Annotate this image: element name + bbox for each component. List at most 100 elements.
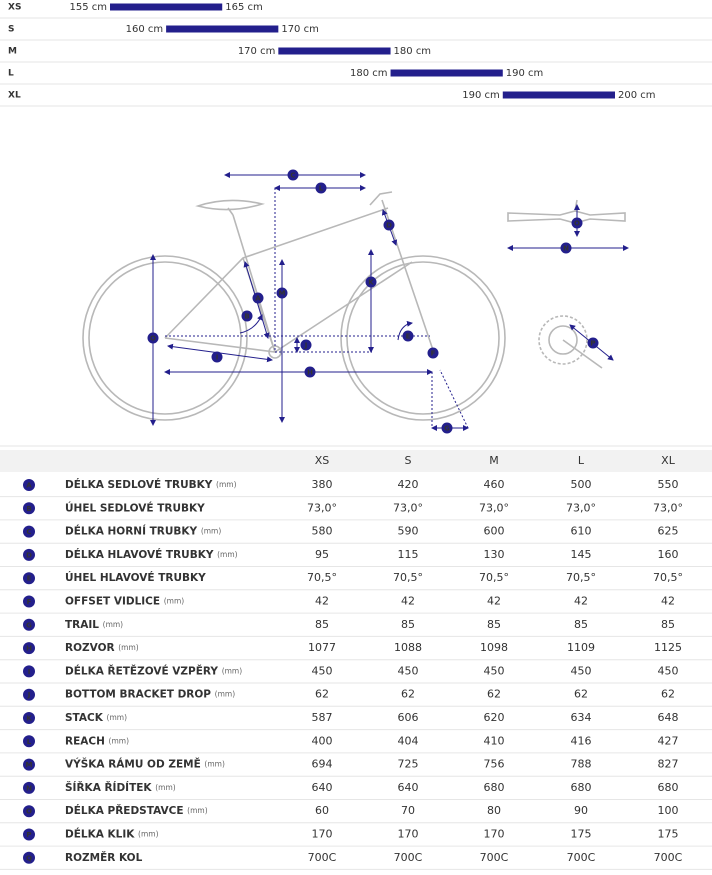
cell-value: 145	[571, 548, 592, 561]
cell-value: 170	[398, 828, 419, 841]
cell-value: 725	[398, 758, 419, 771]
cell-value: 70,5°	[479, 571, 509, 584]
range-min-label: 180 cm	[350, 68, 388, 79]
cell-value: 42	[661, 595, 675, 608]
cell-value: 550	[658, 478, 679, 491]
cell-value: 427	[658, 734, 679, 747]
row-unit: (mm)	[216, 480, 237, 489]
cell-value: 700C	[480, 851, 509, 864]
cell-value: 175	[571, 828, 592, 841]
row-name-text: ROZVOR	[65, 642, 115, 654]
row-name: DÉLKA SEDLOVÉ TRUBKY (mm)	[65, 478, 237, 491]
diagram-letter: K	[368, 279, 374, 287]
cell-value: 62	[315, 688, 329, 701]
row-name-text: VÝŠKA RÁMU OD ZEMĚ	[65, 758, 201, 771]
diagram-letter: O	[574, 220, 580, 228]
row-unit: (mm)	[187, 806, 208, 815]
row-letter: D	[26, 551, 32, 559]
row-badge	[23, 572, 35, 585]
row-badge	[23, 618, 35, 631]
row-name: DÉLKA HLAVOVÉ TRUBKY (mm)	[65, 548, 238, 561]
diagram-letter: M	[279, 290, 286, 298]
diagram-badge	[211, 351, 223, 363]
cell-value: 70,5°	[653, 571, 683, 584]
diagram-letter: P	[590, 340, 595, 348]
range-max-label: 170 cm	[281, 24, 319, 35]
cell-value: 788	[571, 758, 592, 771]
diagram-letter: J	[304, 342, 308, 350]
cell-value: 90	[574, 804, 588, 817]
cell-value: 85	[401, 618, 415, 631]
row-letter: B	[26, 505, 31, 513]
cell-value: 700C	[394, 851, 423, 864]
cell-value: 85	[315, 618, 329, 631]
row-name: ŠÍŘKA ŘÍDÍTEK (mm)	[65, 781, 176, 794]
table-header-bg	[0, 450, 712, 472]
column-header: XS	[315, 454, 330, 467]
cell-value: 694	[312, 758, 333, 771]
cell-value: 70	[401, 804, 415, 817]
diagram-badge	[383, 219, 395, 231]
cell-value: 450	[484, 664, 505, 677]
diagram-badge	[276, 287, 288, 299]
bike-diagram	[82, 172, 629, 431]
row-badge	[23, 758, 35, 771]
range-min-label: 190 cm	[462, 90, 500, 101]
row-letter: F	[27, 598, 32, 606]
cell-value: 62	[574, 688, 588, 701]
column-header: XL	[661, 454, 676, 467]
diagram-badge	[304, 366, 316, 378]
row-name: TRAIL (mm)	[65, 619, 123, 631]
row-name: ÚHEL SEDLOVÉ TRUBKY	[65, 501, 205, 514]
cell-value: 827	[658, 758, 679, 771]
row-badge	[23, 548, 35, 561]
cell-value: 1098	[480, 641, 508, 654]
diagram-letter: L	[319, 185, 324, 193]
size-label: M	[8, 47, 17, 57]
column-header: L	[578, 454, 585, 467]
range-max-label: 180 cm	[394, 46, 432, 57]
cell-value: 450	[658, 664, 679, 677]
row-badge	[23, 828, 35, 841]
row-name-text: OFFSET VIDLICE	[65, 596, 160, 608]
diagram-letter: C	[290, 172, 295, 180]
row-name: ROZMĚR KOL	[65, 851, 143, 864]
cell-value: 400	[312, 734, 333, 747]
cell-value: 420	[398, 478, 419, 491]
cell-value: 115	[398, 548, 419, 561]
cell-value: 380	[312, 478, 333, 491]
row-name-text: REACH	[65, 735, 105, 747]
diagram-letter: N	[563, 245, 569, 253]
row-name: DÉLKA HORNÍ TRUBKY (mm)	[65, 525, 221, 538]
row-name: REACH (mm)	[65, 735, 129, 747]
cell-value: 500	[571, 478, 592, 491]
cell-value: 73,0°	[566, 501, 596, 514]
cell-value: 73,0°	[393, 501, 423, 514]
cell-value: 73,0°	[479, 501, 509, 514]
cell-value: 590	[398, 525, 419, 538]
cell-value: 606	[398, 711, 419, 724]
size-label: XL	[8, 91, 21, 101]
cell-value: 100	[658, 804, 679, 817]
row-letter: J	[27, 691, 31, 699]
cell-value: 680	[571, 781, 592, 794]
row-letter: K	[26, 715, 32, 723]
cell-value: 648	[658, 711, 679, 724]
cell-value: 610	[571, 525, 592, 538]
row-unit: (mm)	[107, 713, 128, 722]
row-badge	[23, 642, 35, 655]
row-name: STACK (mm)	[65, 712, 127, 724]
diagram-letter: B	[244, 313, 249, 321]
cell-value: 175	[658, 828, 679, 841]
cell-value: 416	[571, 734, 592, 747]
diagram-letter: H	[307, 369, 313, 377]
cell-value: 130	[484, 548, 505, 561]
row-unit: (mm)	[164, 597, 185, 606]
cell-value: 587	[312, 711, 333, 724]
row-name: VÝŠKA RÁMU OD ZEMĚ (mm)	[65, 758, 225, 771]
cell-value: 170	[312, 828, 333, 841]
cell-value: 85	[487, 618, 501, 631]
diagram-letter: F	[431, 350, 436, 358]
diagram-letter: O	[150, 335, 156, 343]
row-letter: Q	[26, 854, 32, 862]
